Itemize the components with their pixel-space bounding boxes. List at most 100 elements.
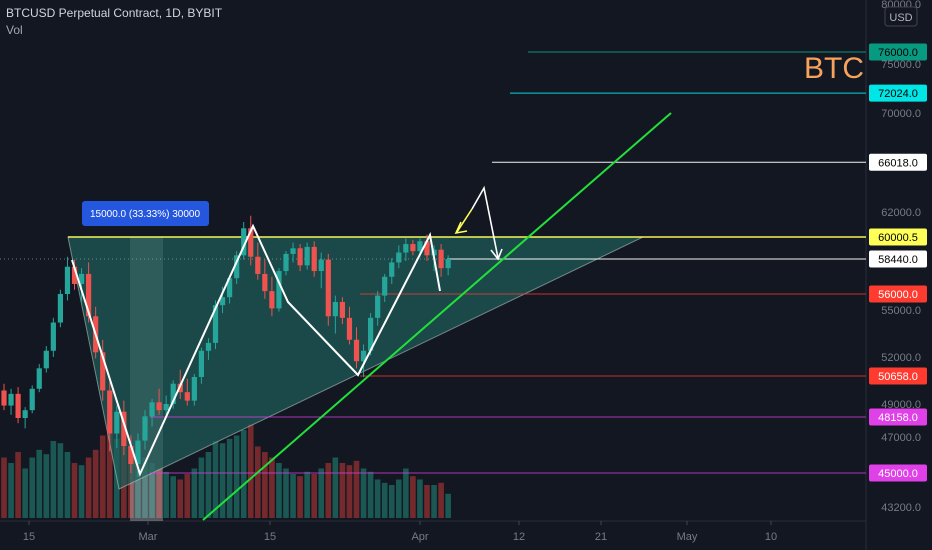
x-tick-label: Apr: [411, 531, 428, 543]
volume-bar: [226, 438, 233, 518]
volume-bar: [71, 463, 78, 518]
candle-body: [191, 376, 197, 401]
volume-bar: [22, 468, 28, 518]
volume-bar: [255, 446, 261, 518]
currency-button[interactable]: USD: [884, 6, 918, 27]
volume-bar: [381, 482, 388, 518]
currency-button-box[interactable]: [884, 6, 918, 27]
volume-bar: [106, 413, 113, 518]
candle-body: [262, 273, 268, 292]
volume-bar: [417, 479, 423, 518]
volume-bar: [156, 468, 162, 518]
volume-bar: [247, 424, 254, 518]
volume-bar: [233, 435, 240, 518]
x-tick-label: 15: [23, 531, 35, 543]
volume-bar: [396, 479, 402, 518]
volume-bar: [135, 452, 141, 518]
x-tick-label: May: [677, 531, 698, 543]
btc-watermark: BTC: [804, 52, 864, 85]
volume-bar: [177, 479, 184, 518]
candle-body: [311, 246, 317, 272]
price-level-label-box: [869, 464, 927, 482]
volume-bar: [367, 471, 374, 518]
candle-body: [290, 248, 296, 254]
candle-body: [403, 244, 409, 253]
volume-bar: [290, 474, 296, 518]
currency-button-label[interactable]: USD: [889, 12, 912, 24]
candle-body: [170, 383, 176, 404]
price-level-label: 58440.0: [878, 254, 918, 266]
chart-header: BTCUSD Perpetual Contract, 1D, BYBIT Vol: [6, 5, 222, 39]
price-level-label: 48158.0: [878, 412, 918, 424]
price-level-label-box: [869, 250, 927, 268]
candle-body: [227, 278, 233, 298]
price-level-label-box: [869, 84, 927, 102]
x-tick-label: 12: [513, 531, 525, 543]
x-tick-label: Mar: [139, 531, 158, 543]
volume-bar: [360, 468, 367, 518]
volume-bar: [50, 441, 57, 518]
price-level-label-box: [869, 367, 927, 385]
candle-body: [417, 241, 423, 252]
candle-body: [43, 350, 49, 369]
measure-tooltip: 15000.0 (33.33%) 30000: [82, 201, 209, 226]
volume-bar: [304, 471, 310, 518]
candle-body: [318, 259, 324, 272]
volume-bar: [318, 468, 325, 518]
volume-bar: [78, 465, 85, 518]
candle-body: [15, 393, 21, 419]
candle-body: [135, 440, 141, 464]
candle-body: [283, 253, 289, 272]
volume-bar: [424, 485, 430, 518]
y-tick-label: 62000.0: [881, 207, 921, 219]
volume-bar: [339, 463, 346, 518]
volume-bar: [198, 457, 205, 518]
volume-bar: [325, 463, 332, 518]
volume-bar: [332, 457, 339, 518]
volume-bar: [99, 435, 106, 518]
volume-bar: [8, 463, 14, 518]
volume-bar: [445, 493, 451, 518]
candle-body: [64, 266, 71, 294]
volume-bar: [43, 454, 50, 518]
measure-tooltip-box: [82, 201, 209, 226]
symbol-title[interactable]: BTCUSD Perpetual Contract, 1D, BYBIT: [6, 6, 223, 20]
candle-body: [205, 342, 212, 351]
candle-body: [100, 352, 106, 391]
x-tick-label: 10: [765, 531, 777, 543]
candle-body: [22, 410, 28, 419]
volume-bar: [85, 457, 92, 518]
candle-body: [339, 302, 345, 318]
volume-bar: [311, 474, 317, 518]
volume-bar: [431, 485, 437, 518]
price-level-label: 50658.0: [878, 371, 918, 383]
candle-body: [248, 228, 254, 257]
volume-bar: [163, 471, 169, 518]
volume-bar: [240, 430, 247, 518]
candle-body: [382, 276, 388, 296]
candle-body: [78, 273, 85, 284]
candle-body: [332, 302, 338, 317]
volume-bar: [191, 468, 198, 518]
volume-bar: [269, 457, 275, 518]
volume-bar: [149, 463, 155, 518]
candle-body: [234, 255, 240, 279]
volume-bar: [410, 476, 416, 518]
candle-body: [445, 259, 451, 269]
volume-bar: [92, 449, 99, 518]
white-arrow-path: [471, 185, 499, 259]
candle-body: [86, 273, 92, 317]
candle-body: [142, 416, 148, 441]
volume-bar: [1, 457, 7, 518]
volume-bar: [36, 449, 43, 518]
volume-indicator-label[interactable]: Vol: [6, 23, 23, 37]
candle-body: [121, 411, 127, 446]
candle-body: [149, 402, 155, 417]
volume-bar: [403, 468, 409, 518]
y-tick-label: 70000.0: [881, 108, 921, 120]
candle-body: [368, 317, 374, 351]
candle-body: [353, 339, 360, 362]
candle-body: [128, 446, 134, 464]
